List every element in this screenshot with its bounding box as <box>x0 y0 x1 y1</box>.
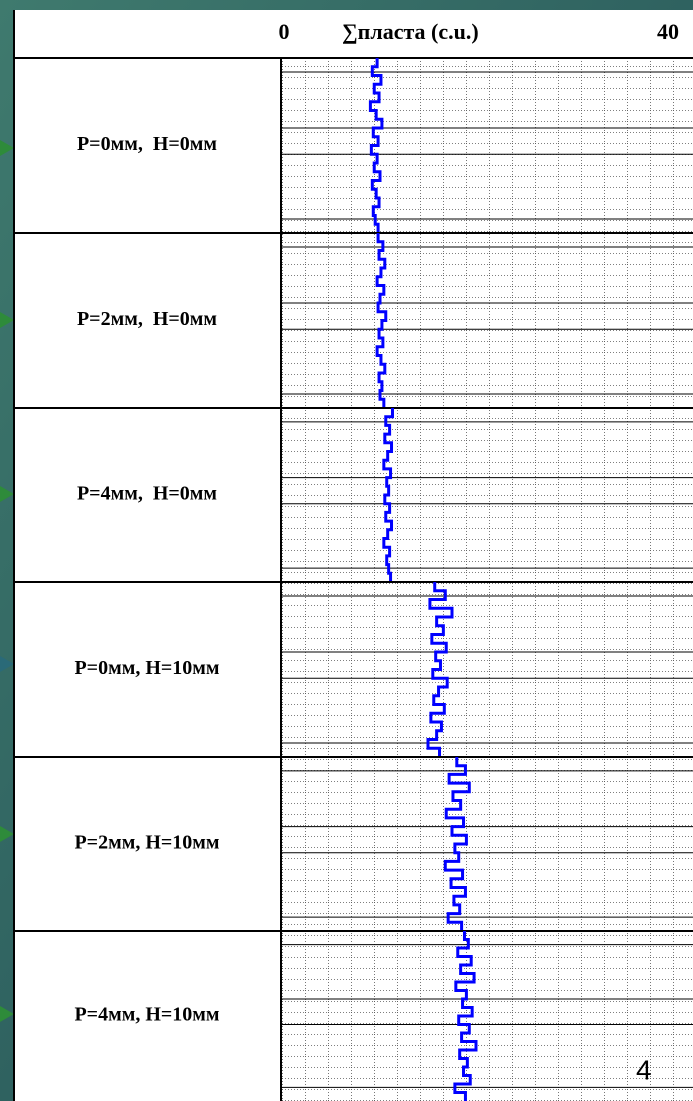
trace <box>375 233 388 408</box>
trace <box>426 582 454 757</box>
page-number: 4 <box>636 1054 652 1085</box>
trace <box>453 931 478 1101</box>
panel-label: P=2мм, H=10мм <box>74 832 219 854</box>
trace <box>382 408 394 582</box>
panel-label: P=4мм, H=0мм <box>77 483 217 505</box>
x-tick-label: 0 <box>279 19 290 44</box>
trace <box>443 757 471 931</box>
trace <box>368 58 384 233</box>
grid-pattern <box>282 58 693 1101</box>
panel-label: P=0мм, H=0мм <box>77 133 217 155</box>
panel-label: P=4мм, H=10мм <box>74 1004 219 1026</box>
panel-label: P=2мм, H=0мм <box>77 308 217 330</box>
x-axis-label: ∑пласта (c.u.) <box>342 19 479 44</box>
panel-arrows <box>0 140 14 1022</box>
table-frame <box>13 10 693 1101</box>
x-tick-label: 40 <box>657 19 679 44</box>
panel-label: P=0мм, H=10мм <box>74 657 219 679</box>
